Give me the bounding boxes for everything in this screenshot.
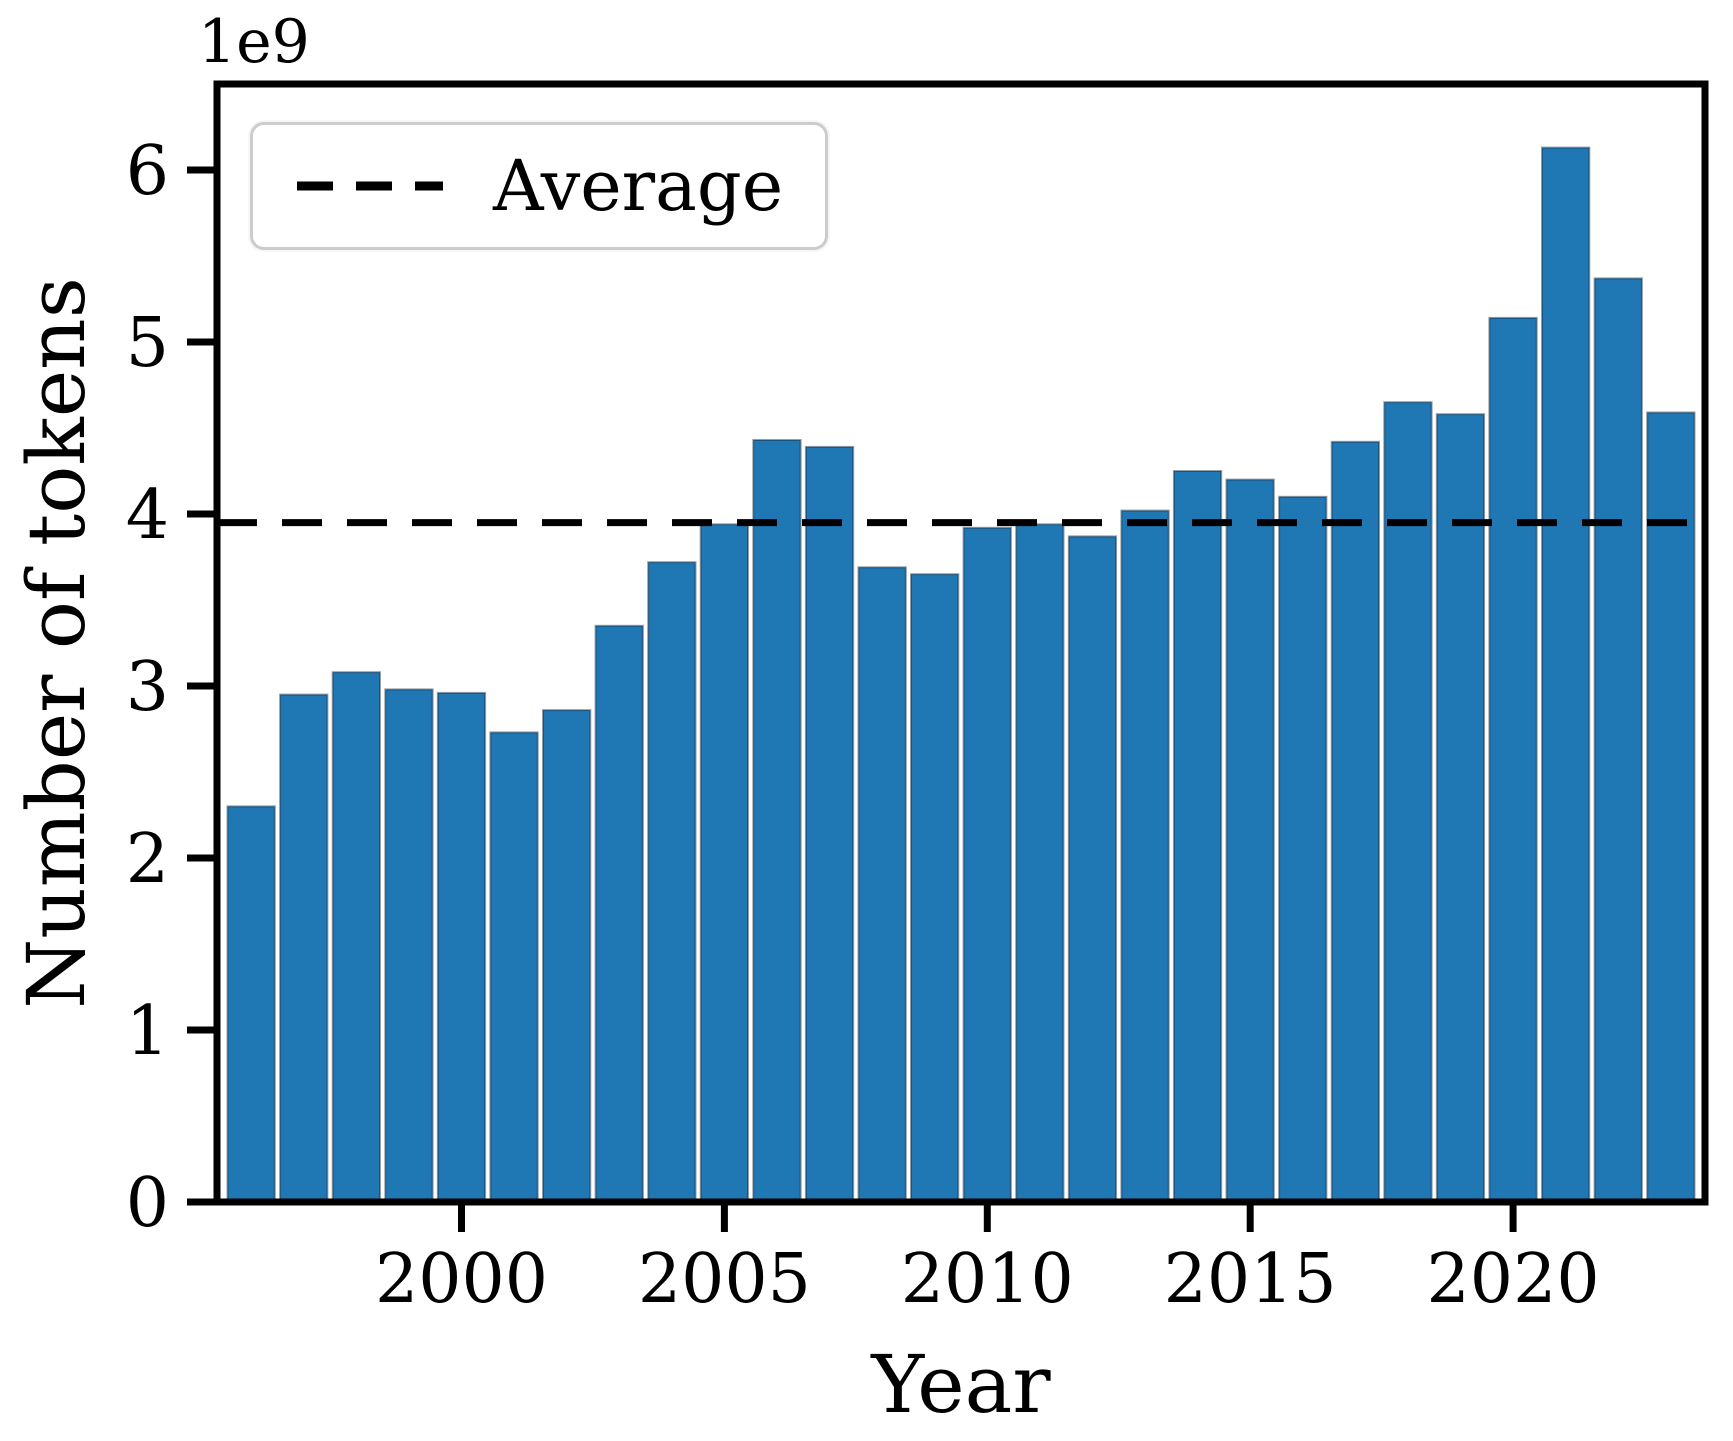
bar-2010 [962, 526, 1012, 1203]
y-tick-label-2: 2 [126, 820, 169, 899]
y-tick-label-3: 3 [126, 648, 169, 727]
bar-2000 [436, 691, 487, 1204]
bar-1999 [384, 688, 434, 1203]
x-tick-label-2015: 2015 [1164, 1240, 1337, 1319]
bar-2015 [1225, 478, 1275, 1204]
bar-2002 [542, 709, 592, 1203]
bar-2003 [594, 624, 644, 1203]
y-tick-label-5: 5 [126, 304, 169, 383]
bar-1998 [331, 671, 382, 1203]
x-axis-label: Year [871, 1338, 1051, 1431]
bar-2011 [1015, 523, 1065, 1203]
x-tick-label-2005: 2005 [638, 1240, 811, 1319]
bar-2014 [1172, 470, 1223, 1203]
y-tick-label-4: 4 [126, 476, 169, 555]
bar-2008 [857, 566, 907, 1203]
x-tick-label-2020: 2020 [1427, 1240, 1600, 1319]
bar-2019 [1435, 413, 1486, 1203]
y-tick-label-1: 1 [126, 992, 169, 1071]
x-tick-label-2010: 2010 [901, 1240, 1074, 1319]
bar-2007 [804, 445, 855, 1203]
bar-2009 [910, 573, 960, 1203]
axes-frame [213, 80, 1709, 1206]
bar-2013 [1120, 509, 1170, 1204]
legend-dashed-line-icon [297, 181, 443, 191]
bar-1997 [279, 693, 329, 1203]
bar-2021 [1541, 146, 1591, 1204]
legend: Average [250, 122, 829, 250]
y-axis-offset-label: 1e9 [198, 7, 310, 77]
bar-2020 [1488, 316, 1538, 1203]
bar-2005 [699, 523, 750, 1203]
bar-2001 [489, 731, 539, 1204]
bar-2006 [752, 439, 802, 1203]
bar-2022 [1593, 277, 1643, 1203]
x-tick-label-2000: 2000 [375, 1240, 548, 1319]
bar-2004 [647, 561, 697, 1203]
y-tick-label-6: 6 [126, 132, 169, 211]
bar-2023 [1646, 411, 1696, 1203]
bar-2017 [1330, 440, 1380, 1203]
y-axis-label: Number of tokens [10, 277, 103, 1009]
legend-label: Average [493, 145, 784, 227]
bar-1996 [226, 805, 276, 1204]
bar-2016 [1278, 495, 1328, 1203]
y-tick-label-0: 0 [126, 1164, 169, 1243]
bar-2018 [1383, 401, 1433, 1203]
bar-2012 [1067, 535, 1118, 1203]
